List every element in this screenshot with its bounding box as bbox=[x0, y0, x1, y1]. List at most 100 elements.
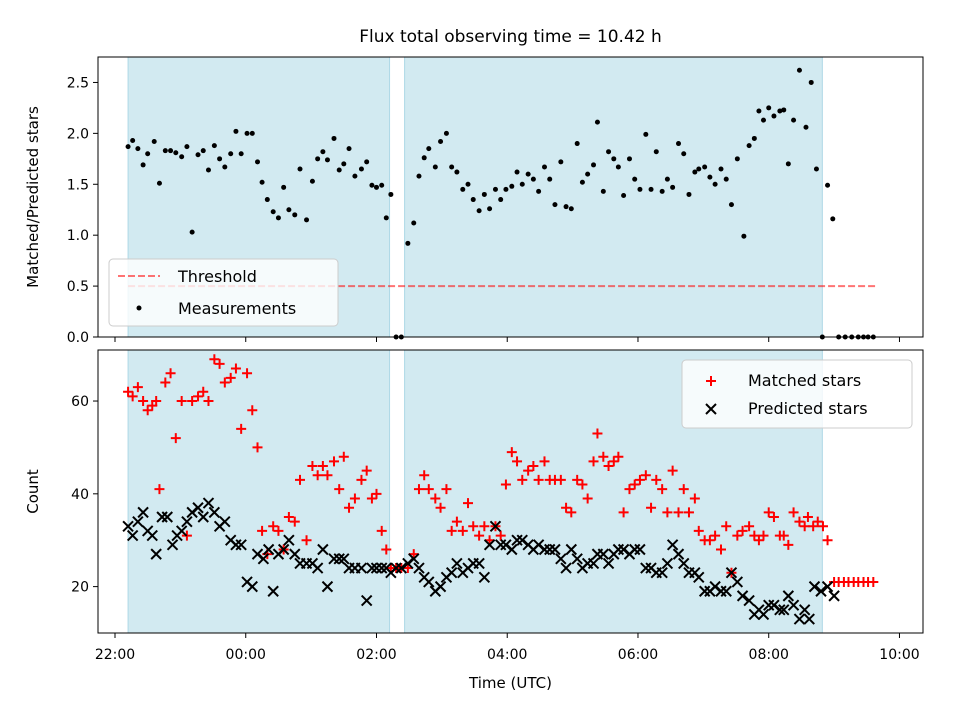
bottom-series-1-point bbox=[166, 539, 179, 551]
top-series-0-point bbox=[135, 146, 141, 152]
top-series-0-point bbox=[606, 149, 612, 155]
top-series-0-point bbox=[702, 164, 708, 170]
top-series-0-point bbox=[222, 164, 228, 170]
top-series-0-point bbox=[676, 141, 682, 147]
top-series-0-point bbox=[712, 181, 718, 187]
bottom-series-0-point bbox=[479, 521, 490, 532]
legend-matched-label: Matched stars bbox=[748, 371, 861, 390]
bottom-series-1-point bbox=[408, 553, 420, 565]
top-series-0-point bbox=[405, 240, 411, 246]
bottom-series-0-point bbox=[170, 433, 181, 444]
top-series-0-point bbox=[637, 186, 643, 192]
bottom-series-0-point bbox=[165, 368, 176, 379]
top-series-0-point bbox=[162, 148, 168, 154]
bottom-series-1-point bbox=[413, 562, 425, 574]
bottom-series-0 bbox=[123, 354, 879, 587]
top-series-0-point bbox=[476, 208, 482, 214]
bottom-series-1-point bbox=[395, 562, 408, 574]
top-series-0-point bbox=[771, 113, 777, 119]
top-series-0-point bbox=[681, 151, 687, 157]
bottom-series-1-point bbox=[787, 599, 800, 611]
bottom-series-0-point bbox=[794, 516, 805, 527]
bottom-series-1-point bbox=[122, 520, 134, 533]
bottom-series-0-point bbox=[289, 516, 300, 527]
top-series-0-point bbox=[600, 188, 606, 194]
top-series-0-point bbox=[530, 176, 536, 182]
bottom-series-1-point bbox=[511, 534, 523, 546]
xtick-label: 02:00 bbox=[356, 647, 396, 663]
top-ytick-label: 0.0 bbox=[67, 330, 89, 346]
bottom-series-0-point bbox=[295, 474, 306, 485]
bottom-series-0-point bbox=[252, 442, 263, 453]
bottom-series-0-point bbox=[822, 535, 833, 546]
bottom-series-0-point bbox=[225, 372, 236, 383]
top-series-0-point bbox=[379, 182, 385, 188]
top-series-0-point bbox=[309, 178, 315, 184]
top-series-0-point bbox=[615, 164, 621, 170]
bottom-series-1-point bbox=[778, 604, 790, 616]
bottom-series-0-point bbox=[123, 386, 134, 397]
top-series-0-point bbox=[364, 159, 370, 165]
top-series-0-point bbox=[297, 166, 303, 172]
bottom-series-0-point bbox=[618, 507, 629, 518]
bottom-series-0-point bbox=[523, 465, 534, 476]
top-series-0-point bbox=[255, 159, 261, 165]
top-series-0-point bbox=[728, 202, 734, 208]
bottom-series-0-point bbox=[715, 544, 726, 555]
bottom-series-1 bbox=[122, 497, 840, 625]
top-ylabel: Matched/Predicted stars bbox=[24, 106, 42, 288]
bottom-series-0-point bbox=[381, 544, 392, 555]
bottom-series-1-point bbox=[423, 576, 435, 588]
bottom-series-1-point bbox=[634, 543, 646, 556]
bottom-series-0-point bbox=[219, 377, 230, 388]
bottom-series-1-point bbox=[219, 515, 231, 528]
top-series-0-point bbox=[632, 176, 638, 182]
bottom-series-0-point bbox=[572, 474, 583, 485]
bottom-series-1-point bbox=[202, 497, 215, 509]
top-series-0-point bbox=[503, 186, 509, 192]
top-series-0-point bbox=[777, 108, 783, 114]
bottom-series-1-point bbox=[774, 604, 786, 616]
bottom-series-0-point bbox=[371, 488, 382, 499]
bottom-series-1-point bbox=[743, 594, 755, 607]
bottom-series-0-point bbox=[268, 521, 279, 532]
bottom-axes-frame bbox=[97, 349, 924, 634]
bottom-series-1-point bbox=[277, 543, 290, 556]
bottom-series-1-point bbox=[587, 557, 600, 570]
bottom-series-0-point bbox=[338, 451, 349, 462]
bottom-series-0-point bbox=[753, 535, 764, 546]
top-ytick-label: 1.5 bbox=[67, 177, 89, 193]
bottom-series-0-point bbox=[802, 512, 813, 523]
bottom-series-0-point bbox=[366, 493, 377, 504]
bottom-series-1-point bbox=[257, 553, 270, 565]
xlabel: Time (UTC) bbox=[468, 674, 552, 692]
bottom-series-1-point bbox=[736, 590, 749, 602]
bottom-series-0-point bbox=[582, 493, 593, 504]
bottom-series-0-point bbox=[704, 535, 715, 546]
top-series-0-point bbox=[585, 171, 591, 177]
bottom-series-0-point bbox=[236, 423, 247, 434]
bottom-series-1-point bbox=[693, 571, 705, 584]
bottom-series-0-point bbox=[683, 507, 694, 518]
bottom-series-0-point bbox=[474, 530, 485, 541]
top-series-0-point bbox=[760, 117, 766, 123]
bottom-series-0-point bbox=[273, 525, 284, 536]
top-series-0-point bbox=[825, 182, 831, 188]
top-series-0-point bbox=[808, 79, 814, 85]
bottom-series-1-point bbox=[672, 548, 685, 560]
bottom-series-0-point bbox=[783, 539, 794, 550]
bottom-series-0-point bbox=[127, 391, 138, 402]
legend-measurements-label: Measurements bbox=[178, 299, 296, 318]
bottom-series-1-point bbox=[489, 520, 502, 533]
bottom-series-1-point bbox=[355, 562, 368, 574]
bottom-series-1-point bbox=[715, 585, 727, 597]
top-series-0-point bbox=[432, 164, 438, 170]
bottom-series-1-point bbox=[132, 515, 144, 528]
bottom-series-0-point bbox=[555, 474, 566, 485]
bottom-series-1-point bbox=[150, 548, 162, 560]
bottom-series-1-point bbox=[720, 585, 732, 597]
bottom-series-0-point bbox=[651, 474, 662, 485]
bottom-series-0-point bbox=[561, 502, 572, 513]
bottom-series-0-point bbox=[528, 460, 539, 471]
